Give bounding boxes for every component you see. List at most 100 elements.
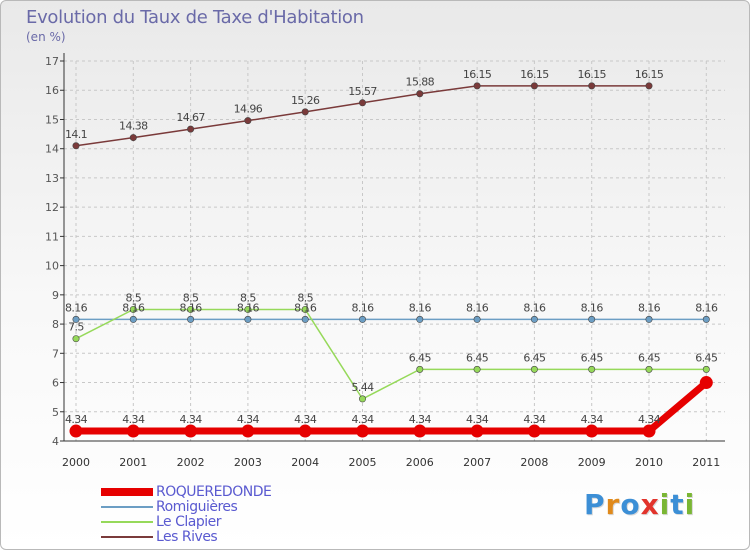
data-label: 8.5 bbox=[183, 291, 199, 304]
legend-swatch bbox=[101, 488, 153, 496]
data-point-roqueredonde bbox=[69, 424, 83, 438]
data-label: 4.34 bbox=[180, 413, 203, 426]
data-label: 8.16 bbox=[351, 301, 374, 314]
data-point-romigui-res bbox=[530, 315, 538, 323]
data-label: 6.45 bbox=[695, 351, 718, 364]
data-label: 14.67 bbox=[176, 111, 205, 124]
data-label: 8.16 bbox=[695, 301, 718, 314]
data-label: 4.34 bbox=[237, 413, 260, 426]
data-label: 4.34 bbox=[409, 413, 432, 426]
chart-title: Evolution du Taux de Taxe d'Habitation bbox=[26, 7, 364, 28]
data-point-le-clapier bbox=[129, 305, 137, 313]
data-point-romigui-res bbox=[416, 315, 424, 323]
series-line-roqueredonde bbox=[72, 379, 710, 435]
legend-swatch bbox=[101, 536, 153, 538]
data-point-romigui-res bbox=[645, 315, 653, 323]
data-label: 4.34 bbox=[351, 413, 374, 426]
data-label: 7.5 bbox=[68, 321, 84, 334]
x-tick-label: 2000 bbox=[62, 456, 90, 469]
data-label: 8.16 bbox=[122, 301, 145, 314]
data-label: 6.45 bbox=[409, 351, 432, 364]
data-point-romigui-res bbox=[72, 315, 80, 323]
data-point-les-rives bbox=[358, 99, 366, 107]
legend-label: Romiguières bbox=[156, 499, 238, 515]
legend-label: Les Rives bbox=[156, 529, 218, 545]
y-tick-label: 9 bbox=[52, 289, 59, 302]
legend-swatch bbox=[101, 521, 153, 523]
data-point-le-clapier bbox=[72, 335, 80, 343]
legend-label: ROQUEREDONDE bbox=[156, 484, 272, 500]
data-point-roqueredonde bbox=[356, 424, 369, 438]
data-label: 8.16 bbox=[638, 301, 661, 314]
x-tick-label: 2001 bbox=[119, 456, 147, 469]
y-tick-label: 11 bbox=[45, 230, 59, 243]
y-tick-label: 4 bbox=[52, 435, 59, 448]
logo-letter: i bbox=[659, 488, 671, 521]
x-tick-label: 2005 bbox=[349, 456, 377, 469]
data-point-le-clapier bbox=[187, 305, 195, 313]
y-tick-label: 16 bbox=[45, 84, 59, 97]
y-tick-label: 5 bbox=[52, 406, 59, 419]
logo-letter: x bbox=[640, 488, 660, 521]
legend-swatch bbox=[101, 506, 153, 508]
x-tick-label: 2006 bbox=[406, 456, 434, 469]
data-label: 4.34 bbox=[65, 413, 88, 426]
data-point-roqueredonde bbox=[241, 424, 255, 438]
data-point-romigui-res bbox=[187, 315, 195, 323]
data-label: 8.5 bbox=[125, 291, 141, 304]
data-point-les-rives bbox=[473, 82, 481, 90]
logo-letter: r bbox=[605, 488, 621, 521]
data-label: 15.26 bbox=[291, 94, 320, 107]
data-label: 8.16 bbox=[294, 301, 317, 314]
data-label: 6.45 bbox=[466, 351, 489, 364]
data-point-le-clapier bbox=[301, 305, 309, 313]
y-tick-label: 8 bbox=[52, 318, 59, 331]
logo-letter: t bbox=[670, 488, 685, 521]
data-label: 5.44 bbox=[351, 381, 374, 394]
x-tick-label: 2008 bbox=[520, 456, 548, 469]
data-point-les-rives bbox=[416, 90, 424, 98]
y-tick-label: 14 bbox=[45, 143, 59, 156]
x-tick-label: 2004 bbox=[291, 456, 319, 469]
data-label: 8.5 bbox=[240, 291, 256, 304]
x-tick-label: 2007 bbox=[463, 456, 491, 469]
data-point-roqueredonde bbox=[413, 424, 427, 438]
data-point-le-clapier bbox=[702, 365, 710, 373]
data-label: 16.15 bbox=[635, 68, 664, 81]
data-label: 16.15 bbox=[520, 68, 549, 81]
data-label: 8.16 bbox=[409, 301, 432, 314]
legend-label: Le Clapier bbox=[156, 514, 222, 530]
data-point-roqueredonde bbox=[527, 424, 541, 438]
proxiti-logo: Proxiti bbox=[584, 488, 695, 521]
data-point-les-rives bbox=[244, 117, 252, 125]
data-point-les-rives bbox=[645, 82, 653, 90]
data-label: 15.57 bbox=[348, 85, 377, 98]
data-label: 4.34 bbox=[581, 413, 604, 426]
logo-letter: P bbox=[584, 488, 606, 521]
y-tick-label: 15 bbox=[45, 113, 59, 126]
data-label: 4.34 bbox=[638, 413, 661, 426]
data-point-romigui-res bbox=[473, 315, 481, 323]
x-tick-label: 2003 bbox=[234, 456, 262, 469]
data-point-romigui-res bbox=[588, 315, 596, 323]
y-tick-label: 10 bbox=[45, 260, 59, 273]
data-point-le-clapier bbox=[588, 365, 596, 373]
data-point-le-clapier bbox=[416, 365, 424, 373]
data-label: 14.38 bbox=[119, 120, 148, 133]
data-point-romigui-res bbox=[244, 315, 252, 323]
data-label: 4.34 bbox=[466, 413, 489, 426]
data-point-romigui-res bbox=[358, 315, 366, 323]
data-label: 6.45 bbox=[523, 351, 546, 364]
data-label: 6.45 bbox=[581, 351, 604, 364]
data-label: 16.15 bbox=[463, 68, 492, 81]
data-point-roqueredonde bbox=[642, 424, 656, 438]
x-tick-label: 2010 bbox=[635, 456, 663, 469]
data-label: 8.16 bbox=[180, 301, 203, 314]
logo-letter: i bbox=[684, 488, 696, 521]
data-label: 8.16 bbox=[466, 301, 489, 314]
data-point-le-clapier bbox=[530, 365, 538, 373]
data-point-le-clapier bbox=[645, 365, 653, 373]
y-tick-label: 6 bbox=[52, 377, 59, 390]
chart-unit: (en %) bbox=[26, 30, 66, 44]
